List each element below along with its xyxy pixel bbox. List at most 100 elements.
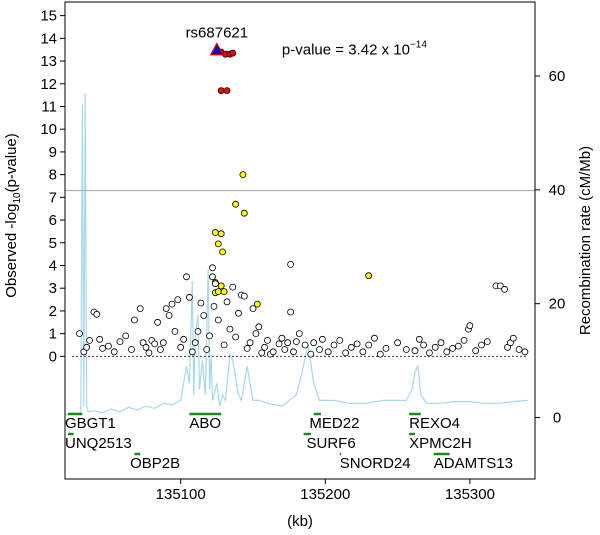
lead-snp-layer: rs687621 p-value = 3.42 x 10−14	[186, 25, 428, 59]
y-tick-label: 8	[49, 167, 57, 184]
x-tick-label: 135300	[445, 486, 495, 503]
snp-point	[301, 341, 309, 349]
snp-point	[275, 340, 283, 348]
snp-point	[264, 336, 271, 344]
y-tick-label: 6	[49, 212, 57, 229]
snp-point	[240, 209, 248, 217]
snp-point	[183, 273, 190, 281]
snp-point	[316, 346, 323, 353]
gene-label: SURF6	[307, 435, 356, 452]
gene-label: GBGT1	[65, 415, 116, 432]
y2-axis-label: Recombination rate (cM/Mb)	[577, 146, 594, 335]
snp-point	[411, 347, 419, 355]
snp-point	[105, 342, 112, 350]
snp-point	[252, 330, 260, 338]
snp-point	[145, 349, 153, 357]
y-tick-label: 2	[49, 303, 57, 320]
snp-point	[261, 343, 269, 351]
recombination-rate-line	[64, 93, 528, 416]
snp-point	[278, 334, 286, 342]
gene-label: SNORD24	[340, 455, 411, 472]
y2-tick-label: 0	[553, 410, 561, 427]
snp-point	[359, 348, 367, 356]
snp-point	[466, 322, 474, 330]
y-axis-label-main: Observed -log	[3, 204, 20, 298]
snp-point	[307, 350, 315, 358]
snp-point	[232, 333, 240, 341]
snp-point	[521, 348, 529, 356]
snp-point	[220, 288, 228, 296]
snp-point	[269, 348, 277, 356]
snp-point	[443, 348, 451, 356]
snp-point	[425, 349, 433, 357]
gene-label: REXO4	[409, 415, 460, 432]
snp-point	[235, 309, 242, 317]
snp-point	[226, 325, 234, 333]
snp-point	[324, 348, 332, 356]
snp-point	[515, 346, 523, 353]
snp-point	[258, 349, 266, 357]
snp-point	[431, 343, 439, 351]
snp-point	[177, 343, 185, 351]
snp-point	[96, 335, 104, 343]
x-tick-label: 135100	[156, 486, 206, 503]
snp-point	[478, 341, 485, 349]
snp-point	[287, 308, 295, 316]
y-tick-label: 10	[40, 121, 57, 138]
lead-snp-marker	[209, 42, 224, 56]
snp-point	[180, 335, 188, 343]
snp-point	[336, 336, 344, 344]
snp-point	[162, 305, 170, 313]
y-axis-label-end: (p-value)	[3, 133, 20, 192]
snp-point	[156, 346, 164, 353]
snp-point	[240, 292, 248, 300]
snp-point	[136, 305, 144, 313]
y-tick-label: 12	[40, 76, 57, 93]
y-tick-label: 3	[49, 280, 57, 297]
y-tick-label: 9	[49, 144, 57, 161]
snp-point	[191, 339, 199, 347]
lead-snp-label: rs687621	[186, 25, 249, 42]
snp-points-layer	[76, 48, 529, 358]
snp-point	[188, 348, 196, 356]
x-tick-label: 135200	[300, 486, 350, 503]
snp-point	[168, 300, 176, 308]
significance-line-layer	[65, 189, 535, 357]
snp-point	[93, 310, 101, 318]
snp-point	[460, 336, 468, 344]
snp-point	[154, 318, 162, 326]
snp-point	[171, 327, 179, 335]
snp-point	[371, 334, 378, 342]
snp-point	[402, 346, 410, 353]
y-tick-label: 13	[40, 53, 57, 70]
recombination-rate-layer	[64, 93, 528, 416]
snp-point	[203, 346, 211, 353]
gene-label: MED22	[309, 415, 359, 432]
y-tick-label: 5	[49, 235, 57, 252]
snp-point	[295, 330, 303, 338]
snp-point	[194, 327, 202, 335]
snp-point	[197, 299, 205, 307]
snp-point	[219, 248, 227, 256]
snp-point	[185, 293, 193, 301]
snp-point	[122, 332, 130, 340]
y-tick-label: 15	[40, 8, 57, 25]
snp-point	[211, 280, 219, 288]
snp-point	[281, 346, 289, 353]
y-tick-label: 11	[41, 98, 57, 115]
gene-label: XPMC2H	[409, 435, 472, 452]
snp-point	[214, 240, 222, 248]
snp-point	[217, 230, 225, 238]
snp-point	[365, 272, 373, 280]
snp-point	[229, 283, 237, 291]
snp-point	[449, 344, 457, 352]
snp-point	[128, 346, 135, 353]
snp-point	[330, 341, 338, 349]
snp-point	[209, 264, 216, 272]
snp-point	[287, 260, 295, 268]
snp-point	[243, 344, 251, 352]
y-axis-label-subscript: 10	[12, 192, 23, 204]
snp-point	[142, 343, 150, 351]
snp-point	[130, 316, 138, 324]
